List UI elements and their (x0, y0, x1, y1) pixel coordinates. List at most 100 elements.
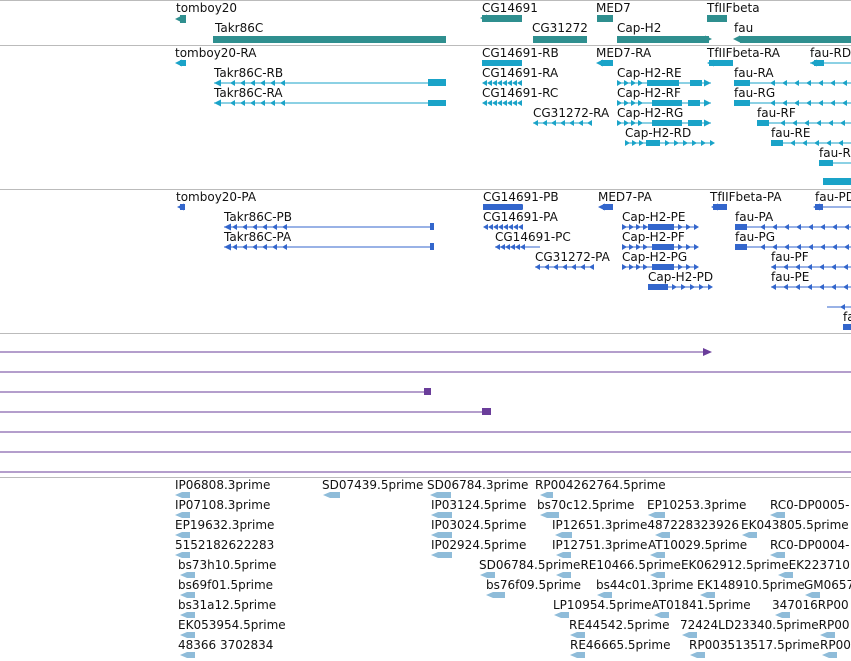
strand-chevron[interactable] (639, 140, 644, 146)
strand-chevron[interactable] (818, 100, 823, 106)
est-glyph[interactable] (182, 532, 190, 538)
est-label[interactable]: SD06784.3prime (427, 478, 529, 492)
est-label[interactable]: 48366 3702834 (178, 638, 274, 652)
est-label[interactable]: RP003513517.5prime (689, 638, 820, 652)
strand-chevron[interactable] (625, 140, 630, 146)
strand-chevron[interactable] (807, 264, 812, 270)
strand-chevron[interactable] (262, 244, 267, 250)
strand-arrow-left[interactable] (540, 512, 547, 518)
feature-exon-box[interactable] (713, 204, 727, 210)
feature-exon-box[interactable] (757, 120, 769, 126)
strand-chevron[interactable] (622, 244, 627, 250)
strand-chevron[interactable] (560, 120, 565, 126)
est-glyph[interactable] (561, 612, 569, 618)
strand-chevron[interactable] (710, 140, 715, 146)
strand-chevron[interactable] (569, 120, 574, 126)
strand-chevron[interactable] (270, 100, 275, 106)
est-glyph[interactable] (187, 612, 195, 618)
est-glyph[interactable] (182, 512, 190, 518)
strand-chevron[interactable] (832, 224, 837, 230)
strand-chevron[interactable] (820, 224, 825, 230)
feature-exon-box[interactable] (647, 80, 679, 86)
transcript-label[interactable]: Cap-H2-RE (617, 66, 682, 80)
strand-chevron[interactable] (638, 120, 643, 126)
strand-chevron[interactable] (280, 100, 285, 106)
feature-exon-box[interactable] (430, 243, 434, 250)
transcript-label[interactable]: fau-RE (771, 126, 811, 140)
strand-arrow-left[interactable] (650, 572, 657, 578)
est-label[interactable]: bs70c12.5prime (537, 498, 635, 512)
strand-chevron[interactable] (502, 100, 507, 106)
strand-chevron[interactable] (771, 264, 776, 270)
strand-chevron[interactable] (544, 264, 549, 270)
strand-chevron[interactable] (636, 244, 641, 250)
strand-chevron[interactable] (636, 264, 641, 270)
est-glyph[interactable] (812, 592, 820, 598)
transcript-label[interactable]: CG14691-RB (482, 46, 559, 60)
est-glyph[interactable] (187, 632, 195, 638)
strand-chevron[interactable] (686, 264, 691, 270)
strand-chevron[interactable] (770, 80, 775, 86)
alignment-end-cap[interactable] (703, 348, 712, 356)
est-label[interactable]: EK053954.5prime (178, 618, 286, 632)
est-label[interactable]: SD07439.5prime (322, 478, 424, 492)
transcript-label[interactable]: fau-RF (757, 106, 796, 120)
strand-chevron[interactable] (686, 224, 691, 230)
protein-label[interactable]: fau-PD (815, 190, 851, 204)
est-label[interactable]: GM0657 (804, 578, 851, 592)
strand-chevron[interactable] (795, 284, 800, 290)
strand-arrow-left[interactable] (180, 632, 187, 638)
strand-chevron[interactable] (580, 264, 585, 270)
strand-chevron[interactable] (250, 80, 255, 86)
est-label[interactable]: IP12651.3prime487228323926 (552, 518, 739, 532)
strand-chevron[interactable] (632, 140, 637, 146)
est-glyph[interactable] (182, 492, 190, 498)
strand-chevron[interactable] (270, 80, 275, 86)
est-glyph[interactable] (487, 572, 495, 578)
strand-chevron[interactable] (487, 80, 492, 86)
protein-label[interactable]: Cap-H2-PD (648, 270, 714, 284)
strand-arrow-left[interactable] (556, 572, 563, 578)
gene-glyph[interactable] (740, 36, 851, 43)
est-label[interactable]: bs44c01.3prime (596, 578, 694, 592)
strand-chevron[interactable] (820, 244, 825, 250)
strand-chevron[interactable] (252, 244, 257, 250)
est-label[interactable]: bs31a12.5prime (178, 598, 277, 612)
strand-chevron[interactable] (843, 264, 848, 270)
strand-chevron[interactable] (643, 264, 648, 270)
feature-exon-box[interactable] (690, 80, 702, 86)
strand-arrow-left[interactable] (648, 512, 655, 518)
transcript-label[interactable]: CG31272-RA (533, 106, 610, 120)
strand-arrow-right[interactable] (704, 119, 711, 127)
protein-label[interactable]: fa (843, 310, 851, 324)
strand-arrow-left[interactable] (480, 572, 487, 578)
est-glyph[interactable] (547, 492, 553, 498)
strand-chevron[interactable] (806, 80, 811, 86)
est-label[interactable]: AT10029.5prime (648, 538, 748, 552)
est-glyph[interactable] (827, 632, 835, 638)
est-label[interactable]: 72424LD23340.5primeRP00 (680, 618, 850, 632)
strand-chevron[interactable] (694, 224, 699, 230)
strand-arrow-left[interactable] (770, 512, 777, 518)
strand-arrow-left[interactable] (707, 59, 714, 67)
feature-exon-box[interactable] (823, 178, 851, 185)
strand-chevron[interactable] (502, 80, 507, 86)
strand-chevron[interactable] (790, 140, 795, 146)
est-glyph[interactable] (577, 632, 585, 638)
strand-arrow-left[interactable] (690, 652, 697, 658)
transcript-label[interactable]: Cap-H2-RF (617, 86, 681, 100)
strand-chevron[interactable] (482, 80, 487, 86)
strand-arrow-left[interactable] (175, 492, 182, 498)
protein-label[interactable]: MED7-PA (598, 190, 652, 204)
strand-chevron[interactable] (643, 244, 648, 250)
protein-label[interactable]: fau-PG (735, 230, 776, 244)
strand-chevron[interactable] (240, 100, 245, 106)
gene-label[interactable]: Takr86C (215, 21, 264, 35)
strand-chevron[interactable] (562, 264, 567, 270)
strand-chevron[interactable] (260, 100, 265, 106)
protein-label[interactable]: fau-PA (735, 210, 774, 224)
strand-chevron[interactable] (515, 244, 520, 250)
strand-arrow-left[interactable] (431, 512, 438, 518)
strand-chevron[interactable] (760, 244, 765, 250)
strand-chevron[interactable] (832, 244, 837, 250)
